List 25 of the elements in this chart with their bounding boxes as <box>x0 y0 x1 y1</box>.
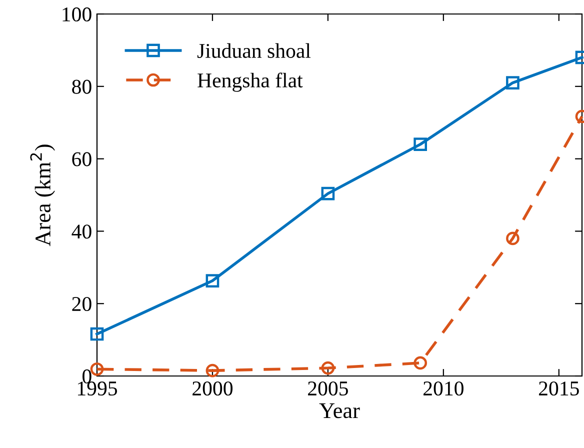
point <box>506 232 520 246</box>
legend-label: Jiuduan shoal <box>197 43 311 58</box>
y-tick-label: 60 <box>72 152 92 166</box>
y-axis-title: Area (km$^{2}$) <box>30 144 56 246</box>
y-tick-label: 80 <box>72 80 92 94</box>
point <box>321 186 335 200</box>
y-tick-label: 0 <box>82 369 92 384</box>
x-tick-label: 2005 <box>308 381 348 396</box>
y-tick-label: 100 <box>62 7 92 22</box>
point <box>206 364 220 378</box>
legend-label: Hengsha flat <box>198 72 303 92</box>
y-tick-label: 40 <box>72 224 92 239</box>
point <box>90 362 104 376</box>
point <box>414 356 427 370</box>
x-tick-label: 2010 <box>424 381 464 396</box>
point <box>321 361 335 375</box>
x-tick-label: 2000 <box>192 381 233 396</box>
point <box>506 76 520 90</box>
point <box>206 274 220 288</box>
point <box>414 138 427 151</box>
x-axis-title: Year <box>319 403 360 418</box>
x-tick-label: 1995 <box>78 382 118 396</box>
x-tick-label: 2015 <box>538 381 579 396</box>
point <box>90 327 104 341</box>
y-tick-label: 20 <box>72 296 92 312</box>
